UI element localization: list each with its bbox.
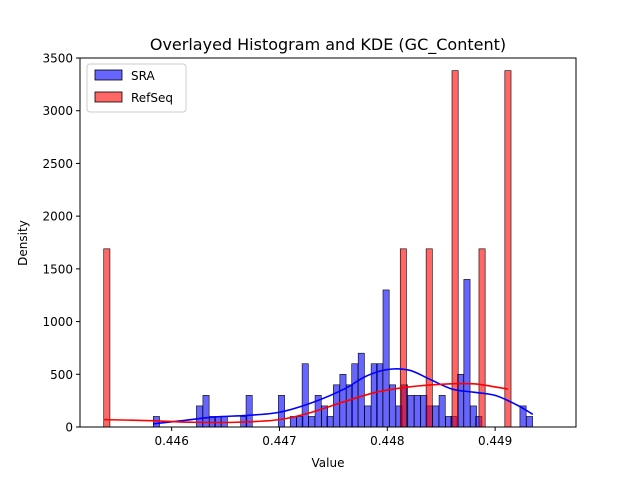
bar-sra-25 [389,384,396,428]
y-tick-label: 0 [65,421,73,435]
x-tick-label: 0.447 [262,434,296,448]
x-axis-ticks: 0.446 0.447 0.448 0.449 [154,427,512,448]
bar-sra-28 [407,395,415,428]
bar-sra-24 [382,289,390,428]
bar-sra-20 [357,352,365,428]
bar-sra-33 [438,395,446,428]
bar-sra-29 [413,395,421,428]
plot-frame [79,57,577,428]
bar-refseq-5 [504,70,512,428]
chart-title: Overlayed Histogram and KDE (GC_Content) [150,35,506,55]
bar-refseq-2 [425,248,433,428]
bar-refseq-3 [451,70,459,428]
bar-sra-21 [364,405,372,428]
y-axis-ticks: 0 500 1000 1500 2000 2500 3000 3500 [42,52,80,435]
legend-label-sra: SRA [131,69,155,83]
x-tick-label: 0.449 [478,434,512,448]
kde-line-refseq [103,382,509,424]
kde-line-sra [153,367,534,425]
x-tick-label: 0.448 [370,434,404,448]
x-axis-label: Value [312,456,345,470]
y-tick-label: 2500 [42,157,73,171]
legend-swatch-refseq [94,91,123,103]
y-tick-label: 3000 [42,104,73,118]
bar-sra-11 [301,363,309,428]
y-axis-label: Density [16,220,30,266]
legend-label-refseq: RefSeq [131,91,173,105]
bar-sra-23 [376,363,384,428]
legend-swatch-sra [94,69,123,81]
x-tick-label: 0.446 [154,434,188,448]
bar-refseq-0 [103,248,111,428]
bar-sra-12 [308,416,316,428]
bar-refseq-1 [399,248,407,428]
bar-sra-37 [463,279,471,428]
y-tick-label: 1000 [42,315,73,329]
bar-sra-15 [326,416,334,428]
bar-sra-19 [351,363,359,428]
bar-sra-32 [432,405,440,428]
legend: SRA RefSeq [86,63,187,113]
y-tick-label: 1500 [42,262,73,276]
bar-refseq-4 [478,248,486,428]
bar-sra-41 [526,416,533,428]
y-tick-label: 2000 [42,210,73,224]
y-tick-label: 500 [50,368,73,382]
y-tick-label: 3500 [42,52,73,66]
kde-layer [103,367,534,425]
bar-sra-1 [196,405,203,428]
